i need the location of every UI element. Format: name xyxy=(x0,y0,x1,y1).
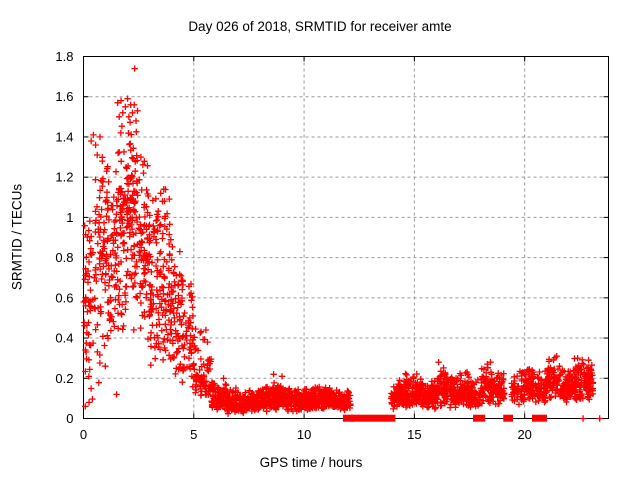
y-tick-label: 1.2 xyxy=(55,170,73,185)
x-tick-label: 5 xyxy=(190,427,197,442)
y-tick-label: 1.4 xyxy=(55,129,73,144)
y-tick-label: 0.2 xyxy=(55,371,73,386)
chart-title: Day 026 of 2018, SRMTID for receiver amt… xyxy=(188,19,452,34)
x-tick-label: 15 xyxy=(407,427,421,442)
y-tick-label: 1.6 xyxy=(55,89,73,104)
x-tick-label: 10 xyxy=(297,427,311,442)
y-tick-label: 1.8 xyxy=(55,49,73,64)
axis-ticks xyxy=(83,56,609,419)
y-tick-label: 0 xyxy=(66,411,73,426)
y-tick-label: 0.6 xyxy=(55,290,73,305)
grid-lines xyxy=(83,56,609,419)
y-tick-label: 0.8 xyxy=(55,250,73,265)
x-axis-label: GPS time / hours xyxy=(259,455,363,470)
tick-labels: 0 5 10 15 20 0 0.2 0.4 0.6 0.8 1 1.2 1.4 1.6 1.8 xyxy=(55,49,531,442)
zero-value-runs xyxy=(342,414,547,422)
data-points xyxy=(80,65,603,422)
x-tick-label: 20 xyxy=(517,427,531,442)
x-tick-label: 0 xyxy=(80,427,87,442)
y-tick-label: 1 xyxy=(66,210,73,225)
y-tick-label: 0.4 xyxy=(55,331,73,346)
